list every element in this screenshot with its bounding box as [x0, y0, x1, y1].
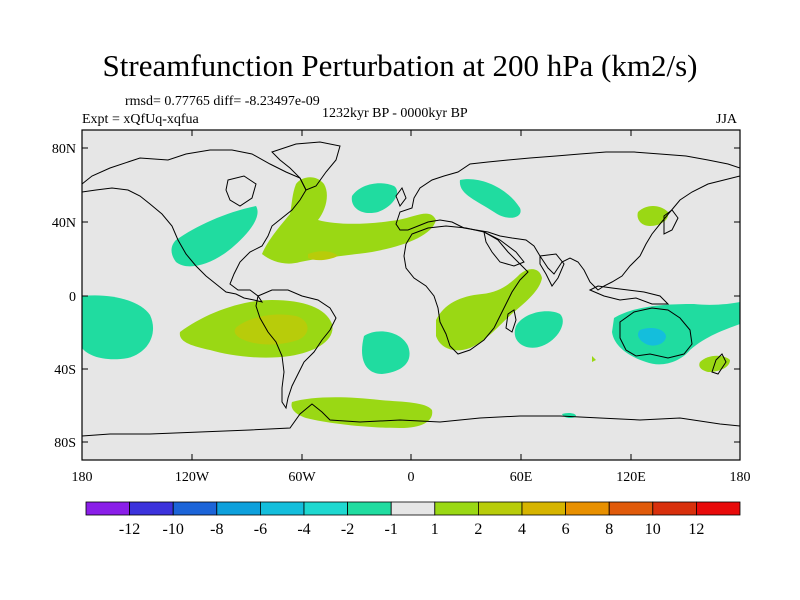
anomaly-region-negative [514, 311, 563, 348]
colorbar-label: -1 [385, 521, 398, 538]
coast-india [539, 253, 565, 287]
colorbar-label: 12 [688, 521, 704, 538]
colorbar: -12 -10 -8 -6 -4 -2 -1 1 2 4 6 8 10 12 [85, 501, 741, 538]
coast-hudson-bay [225, 175, 257, 207]
lon-tick-marks [81, 130, 741, 460]
coast-antarctica [82, 403, 740, 437]
colorbar-swatch [565, 501, 610, 516]
colorbar-swatch [696, 501, 741, 516]
rmsd-label: rmsd= 0.77765 diff= -8.23497e-09 [125, 94, 320, 109]
anomaly-region-positive [308, 251, 338, 261]
anomaly-region-positive [637, 206, 669, 226]
lon-label: 120W [175, 470, 210, 485]
anomaly-region-negative [362, 331, 410, 374]
coast-greenland [271, 141, 341, 191]
lat-label: 0 [69, 290, 76, 305]
period-label: 1232kyr BP - 0000kyr BP [322, 106, 468, 121]
anomaly-region-negative [82, 295, 154, 360]
lon-label: 60E [510, 470, 533, 485]
colorbar-label: 8 [605, 521, 613, 538]
colorbar-swatch [259, 501, 305, 516]
colorbar-label: 6 [562, 521, 570, 538]
lat-label: 80N [52, 142, 76, 157]
lon-label: 60W [288, 470, 316, 485]
colorbar-swatch [216, 501, 261, 516]
contour-fields [82, 177, 740, 428]
colorbar-swatch [434, 501, 479, 516]
lat-label: 40S [54, 363, 76, 378]
coast-north-america [82, 149, 307, 303]
colorbar-swatch [608, 501, 654, 516]
colorbar-swatch [390, 501, 436, 516]
coast-madagascar [505, 309, 517, 333]
colorbar-swatch [172, 501, 218, 516]
plot-title: Streamfunction Perturbation at 200 hPa (… [102, 48, 698, 83]
colorbar-swatch [303, 501, 348, 516]
colorbar-label: -10 [163, 521, 184, 538]
colorbar-label: 2 [474, 521, 482, 538]
coast-new-zealand [711, 353, 727, 375]
lon-label: 120E [616, 470, 646, 485]
colorbar-label: -6 [254, 521, 267, 538]
anomaly-region-positive [436, 269, 542, 351]
colorbar-label: 10 [645, 521, 661, 538]
colorbar-label: -8 [210, 521, 223, 538]
coast-south-america [255, 289, 337, 410]
experiment-label: Expt = xQfUq-xqfua [82, 112, 199, 127]
coast-japan [663, 209, 679, 235]
colorbar-label: 1 [431, 521, 439, 538]
coast-se-asia [588, 285, 670, 305]
colorbar-label: -4 [297, 521, 310, 538]
colorbar-swatch [347, 501, 392, 516]
colorbar-label: -2 [341, 521, 354, 538]
lat-tick-marks [82, 147, 740, 443]
colorbar-swatch [521, 501, 566, 516]
colorbar-swatch [652, 501, 697, 516]
lon-label: 0 [408, 470, 415, 485]
lat-label: 40N [52, 216, 76, 231]
coastlines [82, 141, 740, 437]
colorbar-label: 4 [518, 521, 526, 538]
coast-british-isles [395, 186, 407, 208]
lat-label: 80S [54, 436, 76, 451]
coast-arabia [483, 231, 525, 267]
colorbar-label: -12 [119, 521, 140, 538]
anomaly-region-negative [351, 183, 398, 214]
colorbar-swatch [85, 501, 130, 516]
colorbar-swatch [477, 501, 523, 516]
coast-australia [619, 307, 693, 359]
anomaly-region-positive [234, 314, 308, 345]
anomaly-region-negative [612, 302, 740, 365]
colorbar-swatch [129, 501, 174, 516]
coast-eurasia [395, 151, 740, 291]
anomaly-region-negative [171, 206, 258, 267]
lon-label: 180 [72, 470, 93, 485]
anomaly-region-negative [459, 179, 521, 218]
anomaly-region-negative [638, 328, 666, 346]
lon-label: 180 [730, 470, 751, 485]
anomaly-region-positive [262, 177, 436, 264]
season-label: JJA [716, 112, 738, 127]
anomaly-region-positive [592, 356, 596, 362]
